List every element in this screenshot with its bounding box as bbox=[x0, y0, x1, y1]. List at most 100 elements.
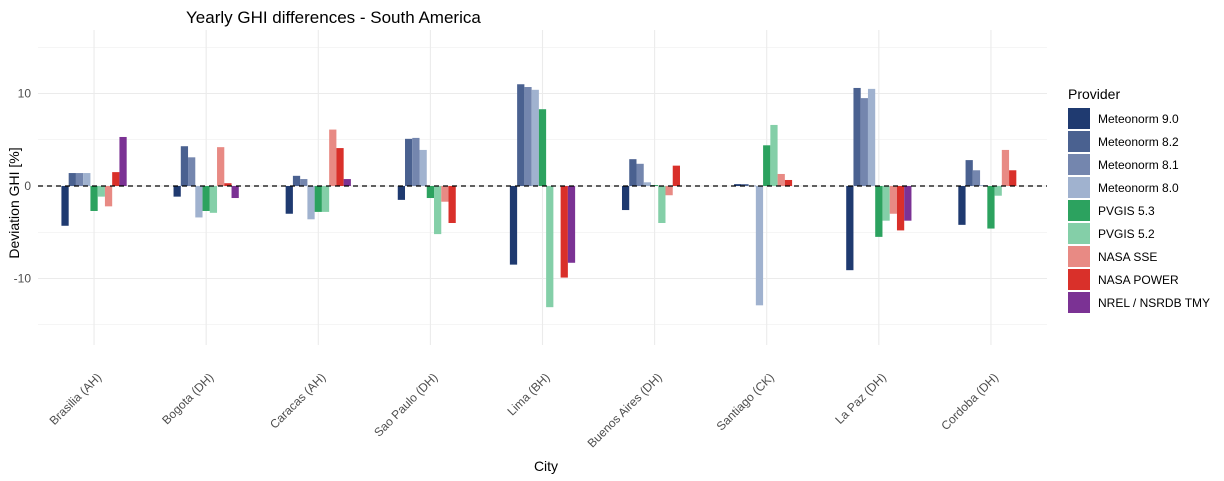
bar bbox=[419, 149, 427, 186]
bar bbox=[217, 147, 225, 186]
y-axis-ticks: -10 0 10 bbox=[14, 87, 32, 286]
bar bbox=[434, 186, 442, 235]
y-tick-label: 10 bbox=[18, 87, 32, 101]
legend-label: PVGIS 5.3 bbox=[1098, 204, 1155, 218]
x-tick-label: Santiago (CK) bbox=[714, 370, 777, 433]
bar bbox=[412, 137, 420, 186]
bar bbox=[180, 146, 189, 186]
legend-title: Provider bbox=[1068, 86, 1120, 102]
bar bbox=[231, 186, 239, 199]
bar bbox=[90, 186, 98, 211]
legend-label: Meteonorm 9.0 bbox=[1098, 112, 1179, 126]
legend-key bbox=[1068, 269, 1090, 290]
bar bbox=[83, 173, 91, 186]
bar bbox=[755, 186, 764, 306]
bar bbox=[61, 186, 69, 226]
x-tick-label: Cordoba (DH) bbox=[938, 370, 1001, 433]
bar bbox=[97, 186, 105, 197]
bar bbox=[904, 186, 912, 221]
legend-key bbox=[1068, 223, 1090, 244]
x-tick-label: Brasilia (AH) bbox=[47, 370, 105, 428]
bar bbox=[889, 186, 897, 214]
x-tick-label: La Paz (DH) bbox=[832, 370, 889, 427]
legend-key bbox=[1068, 177, 1090, 198]
legend-key bbox=[1068, 246, 1090, 267]
legend: Provider Meteonorm 9.0 Meteonorm 8.2 Meteo… bbox=[1068, 86, 1210, 313]
bar bbox=[621, 186, 630, 211]
x-tick-label: Caracas (AH) bbox=[267, 370, 328, 431]
bar bbox=[987, 186, 995, 229]
bar bbox=[188, 157, 196, 186]
bar bbox=[860, 98, 868, 186]
bar bbox=[1009, 170, 1017, 186]
bar bbox=[538, 109, 547, 186]
bar bbox=[994, 186, 1002, 196]
bar bbox=[560, 186, 568, 278]
legend-label: NASA POWER bbox=[1098, 273, 1179, 287]
bar bbox=[658, 186, 666, 223]
legend-label: PVGIS 5.2 bbox=[1098, 227, 1155, 241]
bar bbox=[336, 148, 344, 186]
bar bbox=[853, 87, 861, 186]
bar bbox=[75, 173, 84, 186]
bar bbox=[784, 179, 793, 186]
bar bbox=[405, 138, 413, 186]
legend-key bbox=[1068, 292, 1090, 313]
x-axis-ticks: Brasilia (AH) Bogota (DH) Caracas (AH) Sao … bbox=[47, 370, 1001, 450]
legend-label: Meteonorm 8.2 bbox=[1098, 135, 1179, 149]
bar bbox=[665, 186, 673, 196]
bar bbox=[314, 186, 322, 212]
bar bbox=[741, 184, 749, 186]
legend-label: Meteonorm 8.1 bbox=[1098, 158, 1179, 172]
bar bbox=[329, 129, 337, 186]
bar bbox=[896, 186, 905, 231]
bar bbox=[119, 136, 127, 186]
bar bbox=[448, 186, 456, 223]
bar bbox=[763, 145, 771, 186]
bar bbox=[734, 184, 742, 186]
bar bbox=[546, 186, 554, 308]
bar bbox=[224, 183, 232, 186]
bar bbox=[112, 172, 120, 186]
bar bbox=[441, 186, 449, 202]
bar bbox=[965, 160, 973, 186]
bar bbox=[524, 87, 532, 186]
bar bbox=[972, 170, 981, 186]
bar bbox=[173, 186, 181, 197]
bar bbox=[343, 179, 351, 186]
bar bbox=[104, 186, 113, 207]
bar bbox=[531, 89, 539, 186]
bar bbox=[68, 173, 76, 186]
legend-label: NREL / NSRDB TMY bbox=[1098, 296, 1210, 310]
x-tick-label: Sao Paulo (DH) bbox=[371, 370, 440, 439]
bar bbox=[426, 186, 435, 199]
bar bbox=[567, 186, 576, 263]
legend-label: NASA SSE bbox=[1098, 250, 1157, 264]
bar bbox=[672, 165, 680, 186]
x-tick-label: Lima (BH) bbox=[505, 370, 553, 418]
bar bbox=[509, 186, 518, 265]
legend-key bbox=[1068, 154, 1090, 175]
bar bbox=[629, 159, 637, 186]
bar bbox=[958, 186, 966, 225]
bar bbox=[636, 163, 644, 186]
x-axis-label: City bbox=[534, 458, 558, 474]
bar bbox=[1001, 149, 1010, 186]
y-axis-label: Deviation GHI [%] bbox=[6, 147, 22, 258]
bar bbox=[643, 182, 651, 186]
legend-key bbox=[1068, 108, 1090, 129]
bar bbox=[292, 175, 301, 186]
y-tick-label: -10 bbox=[14, 272, 32, 286]
bar bbox=[202, 186, 210, 211]
bar bbox=[777, 173, 785, 186]
bars bbox=[61, 84, 1017, 308]
bar bbox=[397, 186, 406, 200]
bar bbox=[285, 186, 293, 214]
bar bbox=[867, 88, 876, 186]
bar bbox=[770, 124, 778, 186]
bar bbox=[321, 186, 330, 212]
legend-key bbox=[1068, 200, 1090, 221]
bar bbox=[195, 186, 203, 218]
legend-key bbox=[1068, 131, 1090, 152]
x-tick-label: Buenos Aires (DH) bbox=[585, 370, 665, 450]
